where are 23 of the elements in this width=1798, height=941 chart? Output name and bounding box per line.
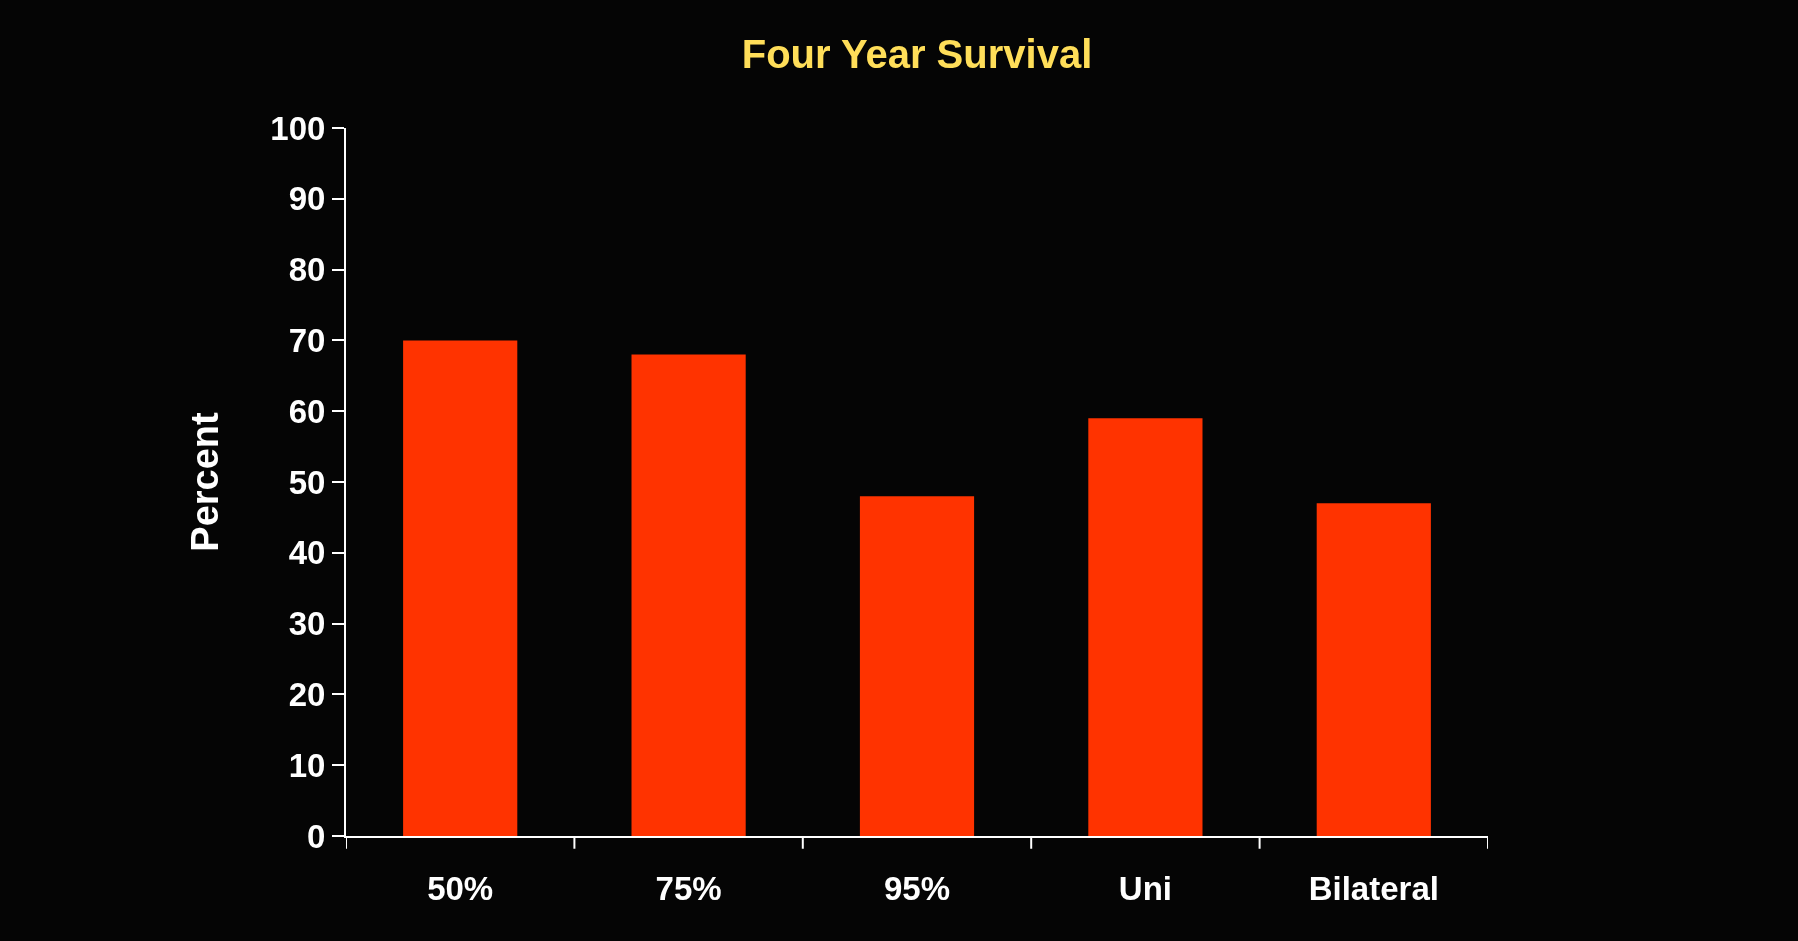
chart-title: Four Year Survival (741, 32, 1093, 76)
y-tick-label: 70 (288, 321, 326, 359)
y-tick-label: 60 (288, 392, 326, 430)
y-tick-label: 50 (288, 463, 326, 501)
y-tick-label: 40 (288, 534, 326, 572)
y-tick-label: 30 (288, 605, 326, 643)
x-tick-label: Bilateral (1308, 869, 1439, 907)
y-tick-label: 100 (270, 109, 326, 147)
x-tick-label: Uni (1118, 869, 1172, 907)
bar (1316, 503, 1431, 836)
y-tick-label: 0 (307, 817, 326, 855)
x-tick-label: 75% (655, 869, 722, 907)
bar (859, 496, 975, 836)
y-tick-label: 80 (288, 251, 326, 289)
x-tick-label: 50% (427, 869, 494, 907)
bar (403, 340, 518, 836)
x-tick-label: 95% (883, 869, 951, 907)
y-tick-label: 20 (288, 675, 326, 713)
bar (1088, 418, 1203, 836)
y-tick-label: 10 (288, 746, 326, 784)
bar (631, 354, 746, 836)
y-tick-label: 90 (288, 180, 326, 218)
y-axis-title: Percent (184, 411, 227, 552)
